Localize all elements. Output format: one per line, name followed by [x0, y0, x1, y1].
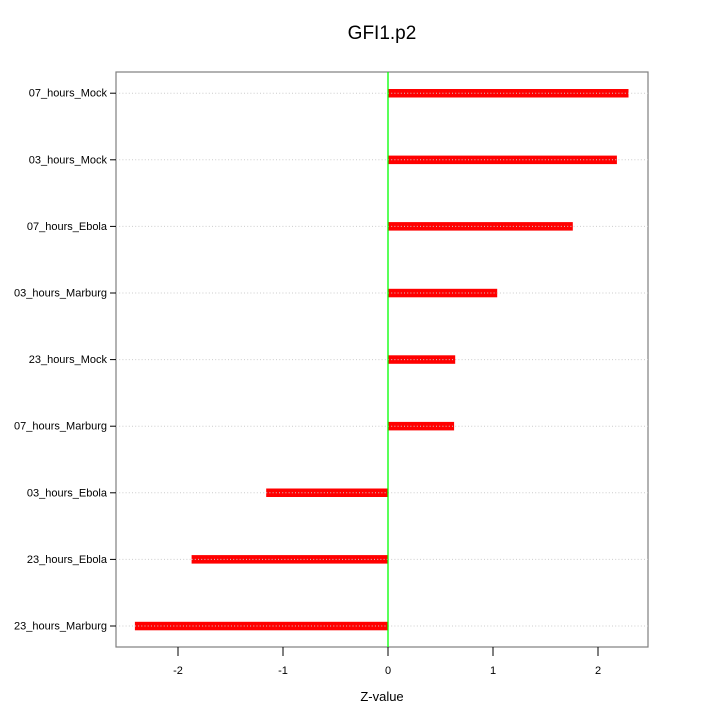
svg-text:23_hours_Mock: 23_hours_Mock	[29, 354, 108, 366]
svg-text:GFI1.p2: GFI1.p2	[348, 23, 417, 44]
svg-text:Z-value: Z-value	[360, 689, 403, 704]
svg-text:03_hours_Mock: 03_hours_Mock	[29, 154, 108, 166]
svg-text:23_hours_Marburg: 23_hours_Marburg	[14, 621, 107, 633]
svg-text:23_hours_Ebola: 23_hours_Ebola	[27, 554, 108, 566]
svg-text:1: 1	[490, 665, 496, 677]
svg-text:2: 2	[595, 665, 601, 677]
svg-text:-2: -2	[173, 665, 183, 677]
svg-text:07_hours_Ebola: 07_hours_Ebola	[27, 221, 108, 233]
svg-text:03_hours_Ebola: 03_hours_Ebola	[27, 487, 108, 499]
svg-text:03_hours_Marburg: 03_hours_Marburg	[14, 288, 107, 300]
svg-text:07_hours_Marburg: 07_hours_Marburg	[14, 421, 107, 433]
svg-text:07_hours_Mock: 07_hours_Mock	[29, 88, 108, 100]
svg-text:0: 0	[385, 665, 391, 677]
svg-text:-1: -1	[278, 665, 288, 677]
